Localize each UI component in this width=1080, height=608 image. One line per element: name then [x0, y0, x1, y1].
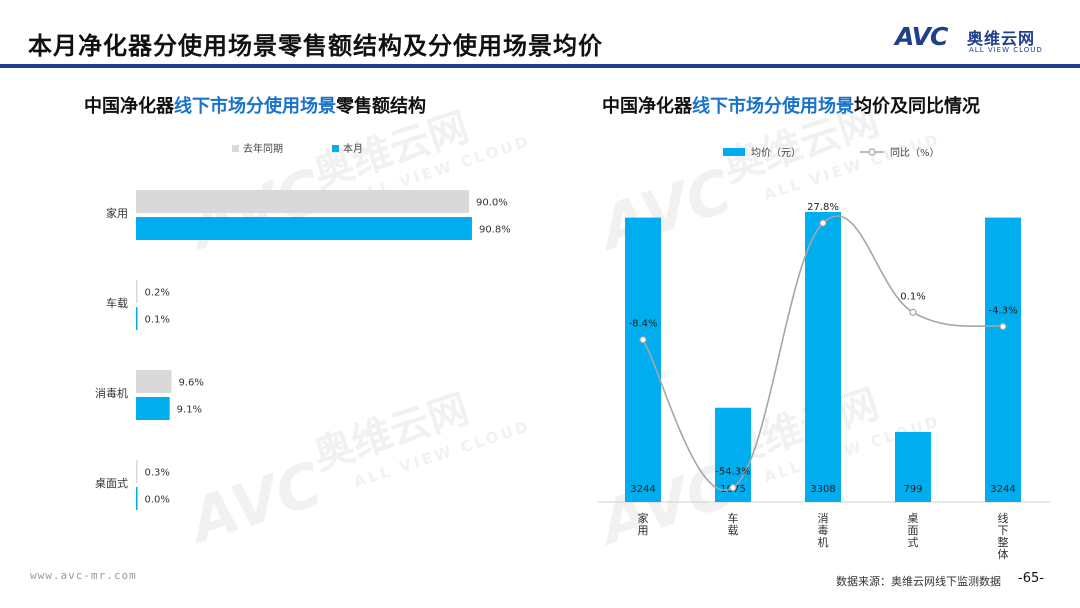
legend-label-yoy: 同比（%）	[890, 147, 940, 159]
data-label: 0.1%	[145, 315, 170, 326]
category-label: 家用	[106, 206, 128, 220]
category-label: 桌面式	[95, 477, 128, 490]
header-divider	[0, 64, 1080, 68]
legend-swatch-0	[232, 145, 239, 152]
logo-cn: 奥维云网	[967, 29, 1036, 48]
data-label: 0.3%	[145, 468, 170, 479]
legend-swatch-price	[723, 148, 745, 156]
yoy-label: -8.4%	[628, 319, 657, 330]
right-chart-title-part2: 均价及同比情况	[854, 96, 980, 117]
category-label: 家用	[638, 511, 649, 537]
bar	[136, 217, 472, 240]
legend-swatch-1	[332, 145, 339, 152]
price-bar	[895, 431, 931, 502]
price-label: 799	[903, 484, 922, 495]
category-label: 消毒机	[818, 511, 829, 549]
category-label: 车载	[106, 296, 128, 310]
legend-label-1: 本月	[343, 142, 363, 155]
left-chart-title-highlight: 线下市场分使用场景	[174, 96, 336, 117]
data-label: 90.8%	[479, 225, 511, 236]
left-chart-title: 中国净化器线下市场分使用场景零售额结构	[84, 92, 426, 118]
logo-mark: AVC	[895, 22, 948, 51]
legend-label-price: 均价（元）	[751, 147, 801, 159]
data-label: 0.0%	[145, 495, 170, 506]
yoy-marker	[819, 219, 827, 227]
bar	[136, 307, 138, 330]
logo-en: ALL VIEW CLOUD	[969, 46, 1043, 54]
yoy-marker	[729, 484, 737, 492]
price-bar	[985, 217, 1021, 502]
avg-price-chart: 均价（元）同比（%）3244107533087993244家用车载消毒机桌面式线…	[598, 147, 1050, 560]
yoy-label: 0.1%	[900, 291, 925, 302]
page-header: 本月净化器分使用场景零售额结构及分使用场景均价 AVC 奥维云网 ALL VIE…	[0, 0, 1080, 72]
bar	[136, 370, 172, 393]
yoy-label: -54.3%	[715, 467, 750, 478]
price-label: 3244	[630, 484, 655, 495]
yoy-marker	[999, 322, 1007, 331]
yoy-marker	[909, 308, 917, 316]
category-label: 桌面式	[908, 512, 919, 549]
page-title: 本月净化器分使用场景零售额结构及分使用场景均价	[28, 32, 603, 60]
avc-logo: AVC 奥维云网 ALL VIEW CLOUD	[895, 22, 1055, 58]
bar	[136, 190, 469, 213]
category-label: 消毒机	[95, 386, 128, 400]
category-label: 车载	[728, 511, 739, 537]
category-label: 线下整体	[998, 511, 1009, 560]
data-label: 90.0%	[476, 198, 508, 209]
data-label: 9.6%	[179, 378, 204, 389]
right-chart-title-highlight: 线下市场分使用场景	[692, 96, 854, 117]
yoy-marker	[639, 336, 647, 344]
price-bar	[805, 212, 841, 502]
price-bar	[625, 217, 661, 502]
yoy-label: -4.3%	[988, 306, 1017, 317]
right-chart-title: 中国净化器线下市场分使用场景均价及同比情况	[602, 92, 980, 118]
left-chart-title-part1: 中国净化器	[84, 96, 174, 117]
right-chart-title-part1: 中国净化器	[602, 96, 692, 117]
data-label: 0.2%	[145, 288, 170, 299]
legend-marker-yoy	[868, 148, 876, 156]
left-chart-title-part2: 零售额结构	[336, 96, 426, 117]
legend-label-0: 去年同期	[243, 142, 283, 155]
bar	[136, 397, 170, 420]
bar	[136, 460, 138, 483]
page-number: -65-	[1018, 571, 1044, 586]
data-label: 9.1%	[177, 405, 202, 416]
footer-source: 数据来源：奥维云网线下监测数据	[836, 575, 1001, 588]
price-label: 3308	[810, 484, 835, 495]
bar	[136, 487, 138, 510]
bar	[136, 280, 138, 303]
price-label: 3244	[990, 484, 1015, 495]
yoy-label: 27.8%	[807, 202, 839, 213]
footer-url: www.avc-mr.com	[30, 569, 137, 582]
